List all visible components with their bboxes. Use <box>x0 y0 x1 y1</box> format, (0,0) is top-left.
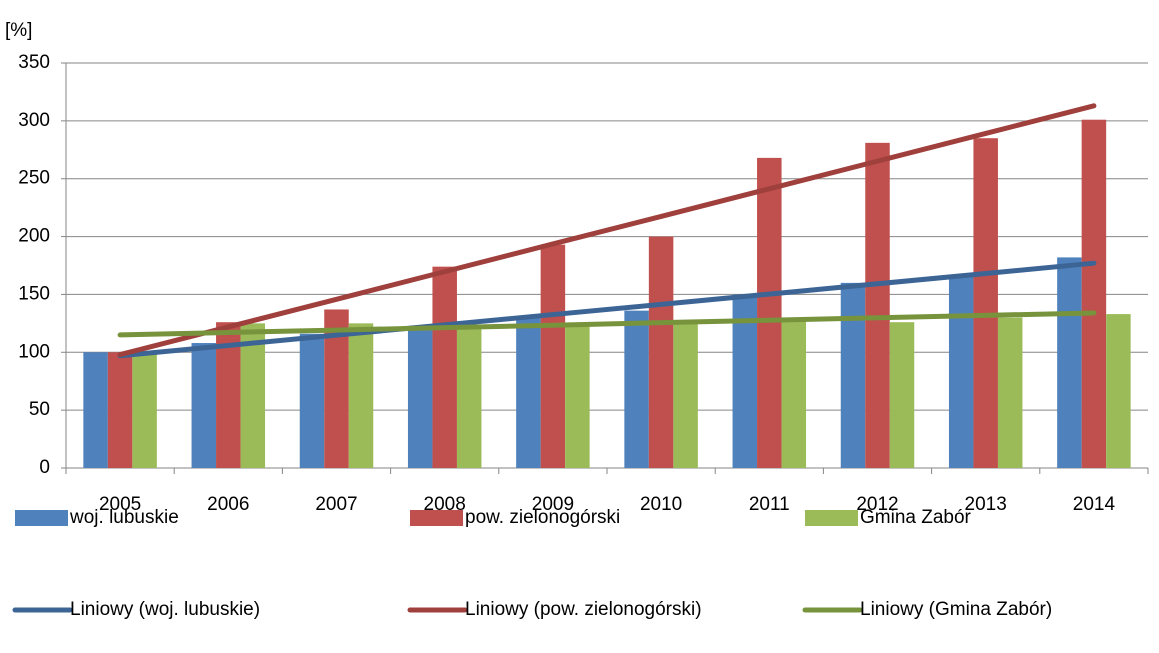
x-tick-label: 2014 <box>1073 494 1116 515</box>
bar <box>299 333 325 468</box>
trend-line <box>117 310 1097 338</box>
y-tick-label: 0 <box>39 457 50 478</box>
x-tick-label: 2006 <box>207 494 249 515</box>
bar <box>673 323 698 468</box>
y-tick-label: 50 <box>29 399 50 420</box>
x-tick-label: 2008 <box>424 494 466 515</box>
y-tick-label: 300 <box>18 110 50 131</box>
bar <box>565 325 590 468</box>
trend-line <box>117 260 1097 359</box>
bar <box>889 322 915 468</box>
bar <box>624 310 649 468</box>
bar <box>191 343 217 468</box>
bar <box>1081 119 1107 468</box>
legend-label: Liniowy (Gmina Zabór) <box>860 599 1052 620</box>
x-tick-label: 2005 <box>99 494 141 515</box>
legend-swatch <box>805 510 858 526</box>
legend-swatch <box>410 510 463 526</box>
bar <box>456 326 482 468</box>
x-tick-label: 2012 <box>856 494 898 515</box>
legend-label: Liniowy (pow. zielonogórski) <box>465 599 702 620</box>
bar <box>840 282 866 468</box>
y-tick-label: 100 <box>18 341 50 362</box>
bar <box>648 236 674 468</box>
bar <box>107 352 133 468</box>
bar <box>757 157 782 468</box>
x-tick-label: 2011 <box>749 494 790 515</box>
x-tick-label: 2009 <box>532 494 574 515</box>
bar <box>432 266 457 468</box>
x-tick-label: 2007 <box>315 494 357 515</box>
trend-line <box>117 103 1097 358</box>
bar <box>973 138 998 468</box>
legend-label: woj. lubuskie <box>69 507 179 528</box>
x-tick-label: 2013 <box>965 494 1007 515</box>
legend-label: Gmina Zabór <box>860 507 972 528</box>
y-tick-label: 250 <box>18 168 50 189</box>
bar <box>1106 314 1131 468</box>
bar <box>865 142 890 469</box>
bar <box>997 317 1023 468</box>
bar <box>540 244 566 468</box>
bar <box>348 323 374 468</box>
legend-label: Liniowy (woj. lubuskie) <box>70 599 260 620</box>
bar <box>132 352 157 468</box>
bar <box>83 352 108 468</box>
legend-label: pow. zielonogórski <box>465 507 620 528</box>
bar <box>948 275 974 468</box>
y-tick-label: 200 <box>18 226 50 247</box>
y-tick-label: 150 <box>18 283 50 304</box>
bar <box>1057 257 1082 468</box>
legend-swatch <box>15 510 68 526</box>
x-tick-label: 2010 <box>640 494 682 515</box>
bar <box>407 326 433 468</box>
y-axis-label: [%] <box>5 20 32 41</box>
bar <box>781 317 807 468</box>
y-tick-label: 350 <box>18 52 50 73</box>
bar <box>240 323 266 468</box>
bar <box>516 317 541 468</box>
